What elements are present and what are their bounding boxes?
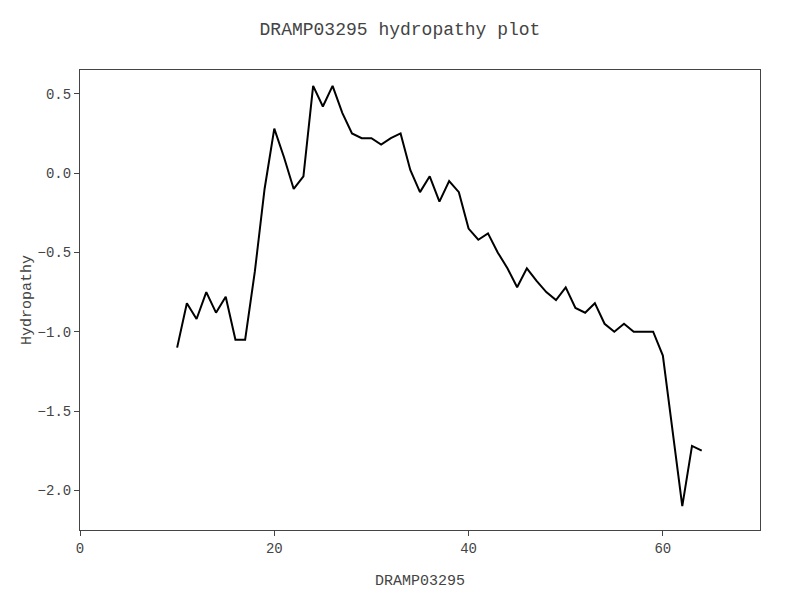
svg-text:40: 40 bbox=[460, 541, 477, 557]
svg-text:60: 60 bbox=[654, 541, 671, 557]
svg-text:−1.0: −1.0 bbox=[38, 325, 72, 341]
svg-text:DRAMP03295 hydropathy plot: DRAMP03295 hydropathy plot bbox=[260, 20, 541, 40]
svg-text:20: 20 bbox=[266, 541, 283, 557]
svg-text:0.0: 0.0 bbox=[46, 166, 71, 182]
svg-text:0: 0 bbox=[76, 541, 84, 557]
svg-text:DRAMP03295: DRAMP03295 bbox=[375, 573, 465, 590]
svg-text:−1.5: −1.5 bbox=[38, 404, 72, 420]
svg-text:0.5: 0.5 bbox=[46, 87, 71, 103]
svg-text:Hydropathy: Hydropathy bbox=[19, 255, 36, 345]
svg-text:−0.5: −0.5 bbox=[38, 245, 72, 261]
svg-text:−2.0: −2.0 bbox=[38, 483, 72, 499]
